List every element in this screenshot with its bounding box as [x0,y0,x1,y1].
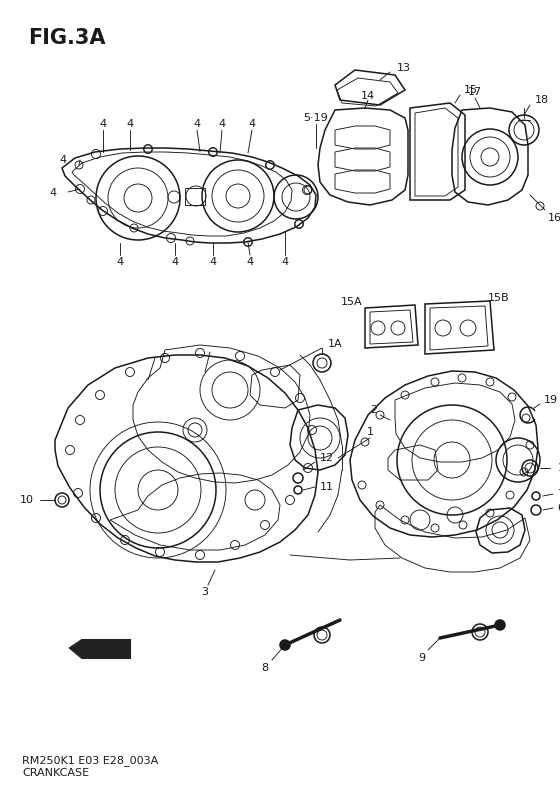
Text: 4: 4 [246,257,254,267]
Text: 3: 3 [202,587,208,597]
Text: 12: 12 [320,453,334,463]
Text: 18: 18 [535,95,549,105]
Text: FWD: FWD [91,644,114,654]
Text: 4: 4 [100,119,106,129]
Text: 4: 4 [218,119,226,129]
Text: 17: 17 [468,87,482,97]
Text: 15A: 15A [340,297,362,307]
Text: 7: 7 [557,489,560,499]
Circle shape [280,640,290,650]
Text: 14: 14 [361,91,375,101]
Text: 1: 1 [366,427,374,437]
Text: CRANKCASE: CRANKCASE [22,768,89,778]
Text: 6: 6 [557,503,560,513]
Polygon shape [70,640,130,658]
Text: 4: 4 [209,257,217,267]
Text: 4: 4 [282,257,288,267]
Text: 15B: 15B [488,293,510,303]
Text: 4: 4 [49,188,57,198]
Text: 2: 2 [370,405,377,415]
Text: RM250K1 E03 E28_003A: RM250K1 E03 E28_003A [22,755,158,766]
Text: 4: 4 [127,119,134,129]
Text: 10: 10 [20,495,34,505]
Text: 16: 16 [548,213,560,223]
Text: 4: 4 [171,257,179,267]
Text: FIG.3A: FIG.3A [28,28,105,48]
Text: 19: 19 [544,395,558,405]
Text: 13: 13 [397,63,411,73]
Text: 4: 4 [59,155,67,165]
Text: 15: 15 [464,85,478,95]
Text: 4: 4 [249,119,255,129]
Text: 9: 9 [418,653,426,663]
Circle shape [495,620,505,630]
Text: 1A: 1A [558,463,560,473]
Text: 4: 4 [193,119,200,129]
Text: 5·19: 5·19 [304,113,328,123]
Text: 4: 4 [116,257,124,267]
Text: 1A: 1A [328,339,343,349]
Text: 11: 11 [320,482,334,492]
Text: 8: 8 [262,663,269,673]
